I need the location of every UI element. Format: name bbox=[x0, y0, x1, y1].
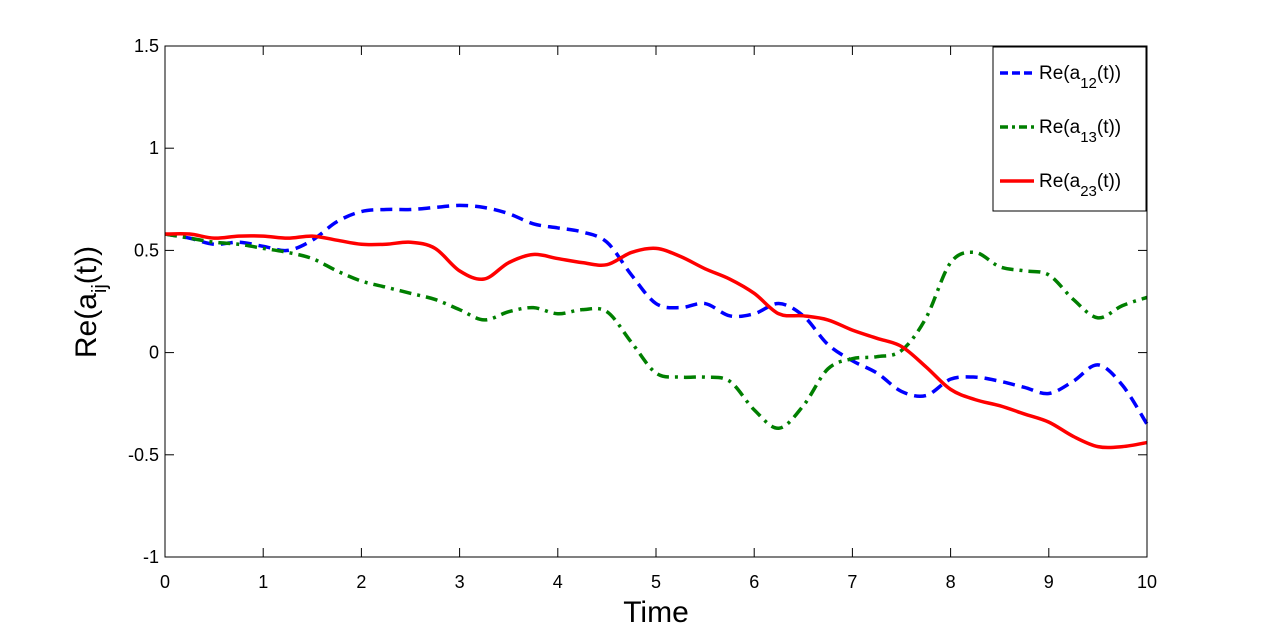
x-tick-label: 7 bbox=[847, 572, 857, 592]
x-tick-label: 0 bbox=[160, 572, 170, 592]
y-axis-ticks: -1 -0.5 0 0.5 1 1.5 bbox=[128, 36, 1147, 567]
x-tick-label: 4 bbox=[553, 572, 563, 592]
y-tick-label: 1 bbox=[149, 138, 159, 158]
legend-label-1: Re(a12(t)) bbox=[1039, 63, 1121, 92]
x-tick-label: 3 bbox=[455, 572, 465, 592]
y-axis-label: Re(aij(t)) bbox=[70, 246, 111, 358]
series-line-3 bbox=[164, 232, 1148, 450]
x-tick-label: 9 bbox=[1044, 572, 1054, 592]
legend-label-3: Re(a23(t)) bbox=[1039, 171, 1121, 200]
y-tick-label: -0.5 bbox=[128, 445, 159, 465]
y-tick-label: 0 bbox=[149, 343, 159, 363]
x-axis-label: Time bbox=[623, 596, 689, 627]
x-tick-label: 10 bbox=[1137, 572, 1157, 592]
x-tick-label: 5 bbox=[651, 572, 661, 592]
y-tick-label: 0.5 bbox=[134, 240, 159, 260]
legend: Re(a12(t)) Re(a13(t)) Re(a23(t)) bbox=[992, 46, 1147, 212]
y-tick-label: 1.5 bbox=[134, 36, 159, 56]
x-tick-label: 8 bbox=[946, 572, 956, 592]
x-tick-label: 1 bbox=[258, 572, 268, 592]
x-tick-label: 2 bbox=[356, 572, 366, 592]
series-line-1 bbox=[164, 203, 1149, 426]
x-axis-ticks: 0 1 2 3 4 5 6 7 8 9 10 bbox=[160, 46, 1157, 592]
series-line-2 bbox=[164, 232, 1148, 430]
legend-label-2: Re(a13(t)) bbox=[1039, 117, 1121, 146]
x-tick-label: 6 bbox=[749, 572, 759, 592]
y-tick-label: -1 bbox=[143, 547, 159, 567]
series-layer bbox=[164, 203, 1149, 450]
